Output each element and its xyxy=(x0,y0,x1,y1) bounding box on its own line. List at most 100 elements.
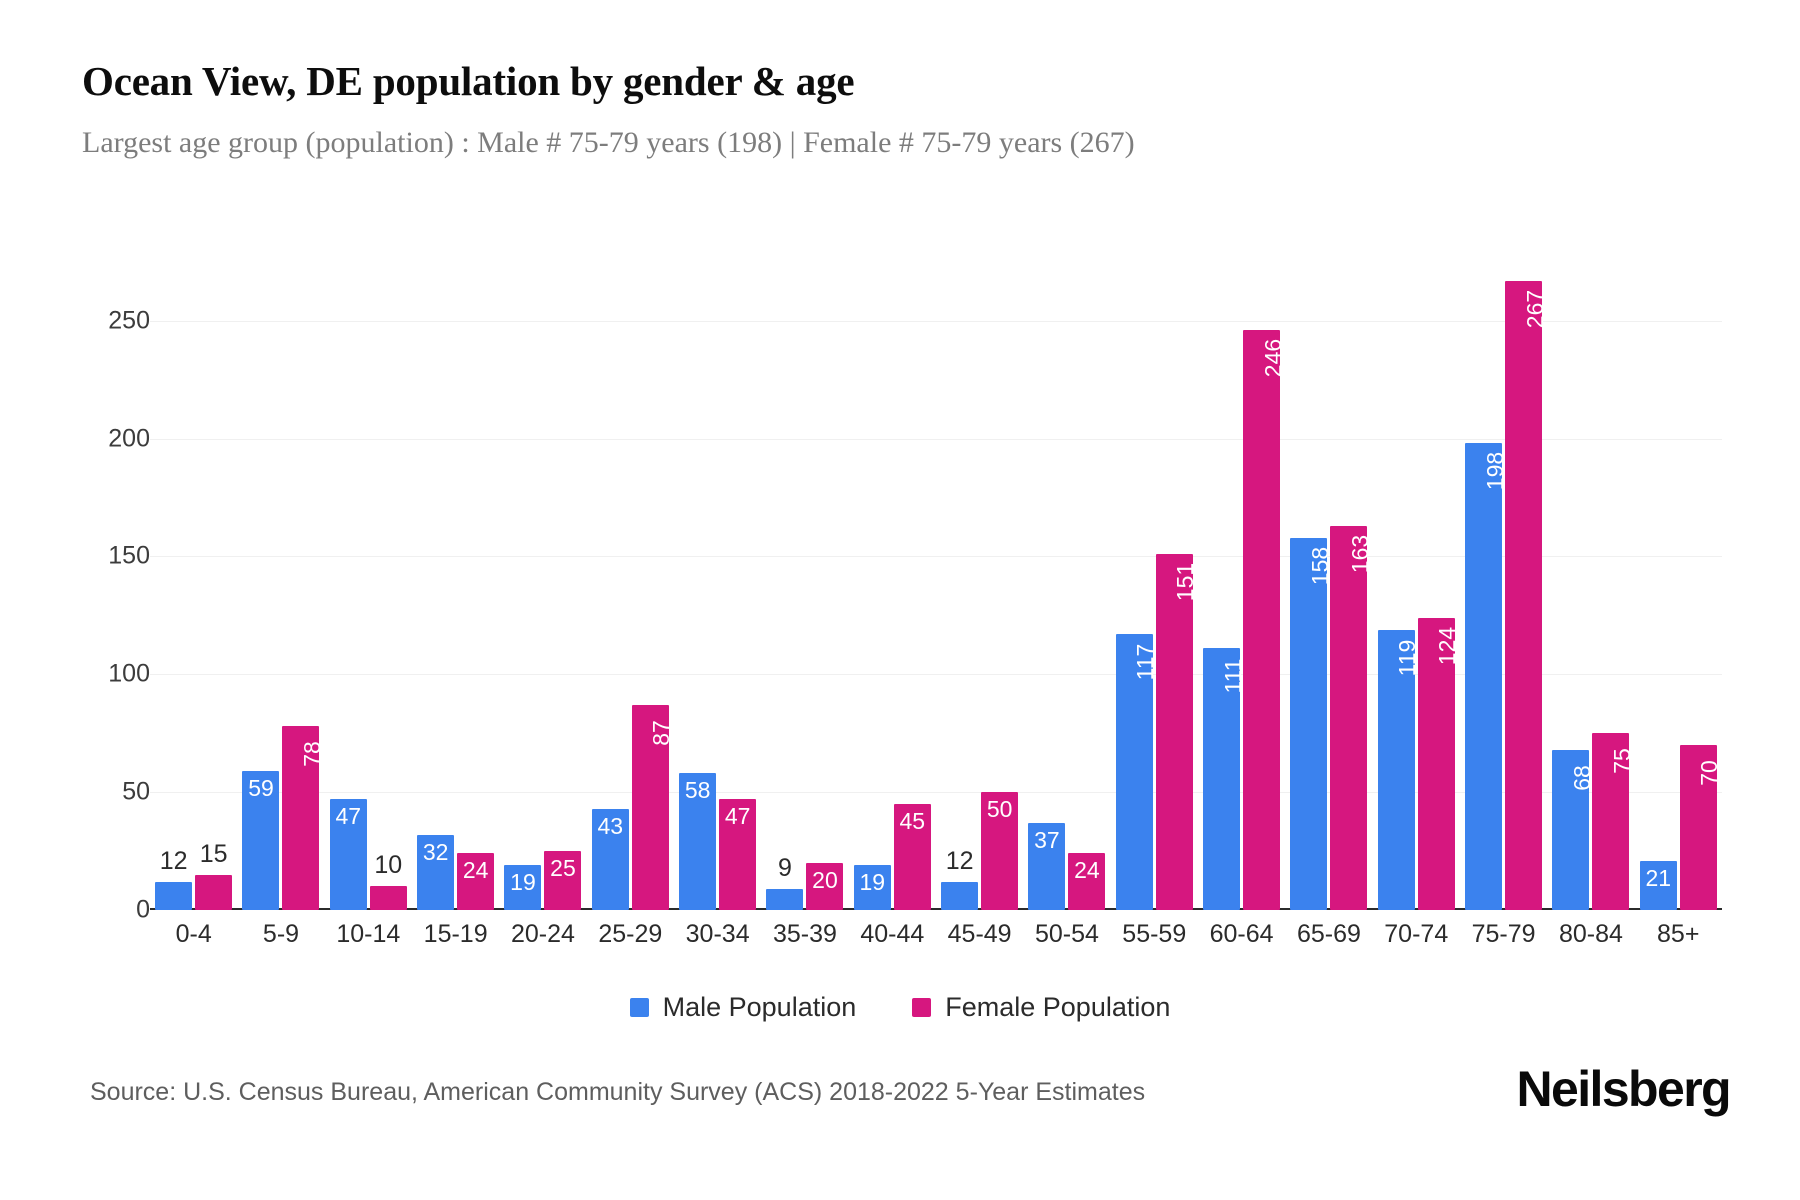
x-axis-tick-label: 20-24 xyxy=(511,920,575,948)
bar-male[interactable]: 158 xyxy=(1290,537,1333,910)
bar-group: 19 25 xyxy=(499,250,586,910)
y-axis-tick-label: 150 xyxy=(108,541,150,570)
bar-male[interactable]: 21 xyxy=(1639,860,1677,910)
bar-group: 47 10 xyxy=(325,250,412,910)
bar-value-label: 50 xyxy=(986,796,1013,823)
x-axis-tick-label: 10-14 xyxy=(336,920,401,948)
bar-female[interactable]: 47 xyxy=(719,799,757,910)
y-axis-tick-label: 200 xyxy=(108,424,150,453)
bar-male[interactable]: 37 xyxy=(1028,822,1066,910)
bar-female[interactable]: 70 xyxy=(1679,745,1722,910)
bar-value-label: 25 xyxy=(550,855,576,882)
bar-value-label: 119 xyxy=(1394,639,1421,676)
y-axis-tick-label: 0 xyxy=(136,895,150,924)
bar-groups: 12 15 59 78 47 10 32 24 19 25 43 87 58 47 9 20 19 45 12 50 3… xyxy=(150,250,1722,910)
bar-female[interactable]: 163 xyxy=(1330,525,1373,910)
bar-value-label: 43 xyxy=(597,812,624,839)
legend-label-male: Male Population xyxy=(662,992,857,1022)
bar-value-label: 32 xyxy=(422,838,449,865)
bar-value-label: 12 xyxy=(945,846,974,875)
y-axis-tick-label: 100 xyxy=(108,659,150,688)
legend-item-male[interactable]: Male Population xyxy=(629,992,857,1023)
x-axis-tick-label: 15-19 xyxy=(423,920,488,948)
bar-female[interactable]: 45 xyxy=(893,803,931,910)
bar-male[interactable]: 198 xyxy=(1465,443,1508,910)
chart-header: Ocean View, DE population by gender & ag… xyxy=(82,58,1722,161)
bar-female[interactable]: 124 xyxy=(1417,617,1460,910)
bar-value-label: 59 xyxy=(248,774,274,801)
plot-area: 0 50 100 150 200 250 12 15 59 78 47 10 32 24 19 25 43 87… xyxy=(82,250,1722,924)
bar-female[interactable]: 151 xyxy=(1155,554,1198,910)
bar-male[interactable]: 117 xyxy=(1115,634,1158,910)
x-axis: 0-4 5-9 10-14 15-19 20-24 25-29 30-34 35-39 40-4… xyxy=(150,920,1722,949)
bar-male[interactable]: 58 xyxy=(679,773,717,910)
bar-value-label: 12 xyxy=(159,846,188,875)
bar-female[interactable]: 267 xyxy=(1505,280,1548,910)
bar-group: 68 75 xyxy=(1547,250,1635,910)
bar-value-label: 19 xyxy=(510,869,536,896)
bar-group: 32 24 xyxy=(412,250,499,910)
bar-value-label: 117 xyxy=(1132,643,1159,681)
bar-group: 9 20 xyxy=(761,250,848,910)
x-axis-tick-label: 35-39 xyxy=(772,920,837,948)
bar-male[interactable]: 12 xyxy=(941,848,979,910)
legend-item-female[interactable]: Female Population xyxy=(912,992,1170,1023)
x-axis-tick-label: 40-44 xyxy=(860,920,925,948)
bar-value-label: 158 xyxy=(1306,546,1333,585)
bar-value-label: 68 xyxy=(1568,764,1595,791)
bar-group: 158 163 xyxy=(1285,250,1373,910)
bar-male[interactable]: 119 xyxy=(1377,629,1420,910)
bar-value-label: 151 xyxy=(1172,562,1199,602)
bar-female[interactable]: 15 xyxy=(195,841,233,910)
legend-label-female: Female Population xyxy=(945,992,1171,1022)
x-axis-tick-label: 60-64 xyxy=(1209,920,1274,948)
y-axis-tick-label: 250 xyxy=(108,306,150,335)
bar-male[interactable]: 32 xyxy=(417,834,455,910)
bar-female[interactable]: 25 xyxy=(544,851,582,910)
bar-female[interactable]: 50 xyxy=(981,792,1019,910)
bar-group: 117 151 xyxy=(1111,250,1198,910)
legend-swatch-male-icon xyxy=(629,998,649,1017)
bar-group: 119 124 xyxy=(1373,250,1460,910)
bar-value-label: 21 xyxy=(1645,864,1672,891)
bar-male[interactable]: 9 xyxy=(766,855,804,910)
x-axis-tick-label: 65-69 xyxy=(1296,920,1361,948)
x-axis-tick-label: 70-74 xyxy=(1384,920,1449,948)
bar-value-label: 75 xyxy=(1608,748,1635,775)
bar-value-label: 47 xyxy=(335,803,362,830)
bar-group: 59 78 xyxy=(237,250,325,910)
x-axis-tick-label: 25-29 xyxy=(598,920,663,948)
x-axis-tick-label: 55-59 xyxy=(1122,920,1187,948)
bar-value-label: 24 xyxy=(462,857,489,884)
bar-female[interactable]: 24 xyxy=(457,853,495,910)
bar-male[interactable]: 19 xyxy=(853,865,891,910)
bar-value-label: 24 xyxy=(1074,857,1100,884)
bar-female[interactable]: 246 xyxy=(1243,330,1286,910)
bar-male[interactable]: 43 xyxy=(591,808,629,910)
x-axis-tick-label: 5-9 xyxy=(262,920,300,948)
bar-group: 198 267 xyxy=(1460,250,1548,910)
bar-female[interactable]: 24 xyxy=(1068,853,1106,910)
gridline xyxy=(150,556,1722,558)
bar-female[interactable]: 75 xyxy=(1592,733,1635,910)
bar-value-label: 87 xyxy=(648,720,675,746)
x-axis-tick-label: 80-84 xyxy=(1558,920,1623,948)
bar-value-label: 198 xyxy=(1481,452,1508,491)
bar-male[interactable]: 111 xyxy=(1203,648,1246,910)
source-note: Source: U.S. Census Bureau, American Com… xyxy=(90,1078,1146,1106)
bar-male[interactable]: 68 xyxy=(1552,749,1595,910)
bar-value-label: 47 xyxy=(724,803,751,830)
bar-group: 21 70 xyxy=(1635,250,1722,910)
bar-female[interactable]: 10 xyxy=(369,853,407,910)
bar-male[interactable]: 59 xyxy=(242,770,280,910)
bar-group: 12 15 xyxy=(150,250,237,910)
bar-female[interactable]: 87 xyxy=(631,704,674,910)
bar-female[interactable]: 20 xyxy=(806,862,844,910)
bar-male[interactable]: 12 xyxy=(155,848,193,910)
bar-male[interactable]: 47 xyxy=(329,799,367,910)
legend-swatch-female-icon xyxy=(912,998,932,1017)
bar-male[interactable]: 19 xyxy=(504,865,542,910)
chart-legend: Male Population Female Population xyxy=(0,992,1800,1023)
bar-female[interactable]: 78 xyxy=(282,726,325,910)
